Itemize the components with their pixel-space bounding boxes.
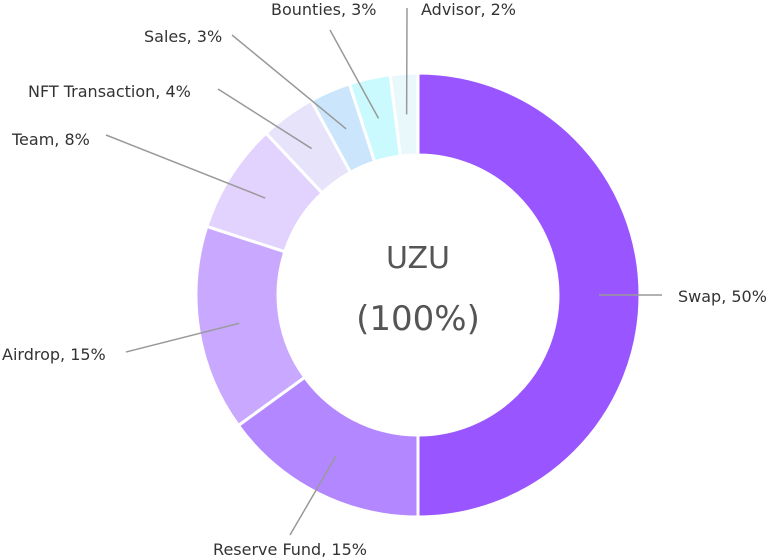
leader-line <box>329 29 380 119</box>
slices-group <box>194 71 642 519</box>
slice-label: Bounties, 3% <box>271 0 377 19</box>
leader-line <box>289 455 337 536</box>
leader-line <box>125 322 240 353</box>
leader-line <box>217 88 313 150</box>
slice-swap <box>416 71 642 519</box>
leader-line <box>105 134 266 199</box>
leader-lines-group <box>105 7 662 536</box>
slice-label: Airdrop, 15% <box>2 345 106 364</box>
slice-label: Advisor, 2% <box>421 0 516 19</box>
leader-line <box>231 34 347 130</box>
slice-label: Swap, 50% <box>678 287 767 306</box>
slice-label: Sales, 3% <box>144 27 222 46</box>
center-subtitle: (100%) <box>356 299 480 339</box>
slice-label: Reserve Fund, 15% <box>213 540 367 558</box>
slice-label: Team, 8% <box>11 130 90 149</box>
center-title: UZU <box>386 241 450 276</box>
slice-label: NFT Transaction, 4% <box>28 82 191 101</box>
slice-advisor <box>388 71 420 158</box>
